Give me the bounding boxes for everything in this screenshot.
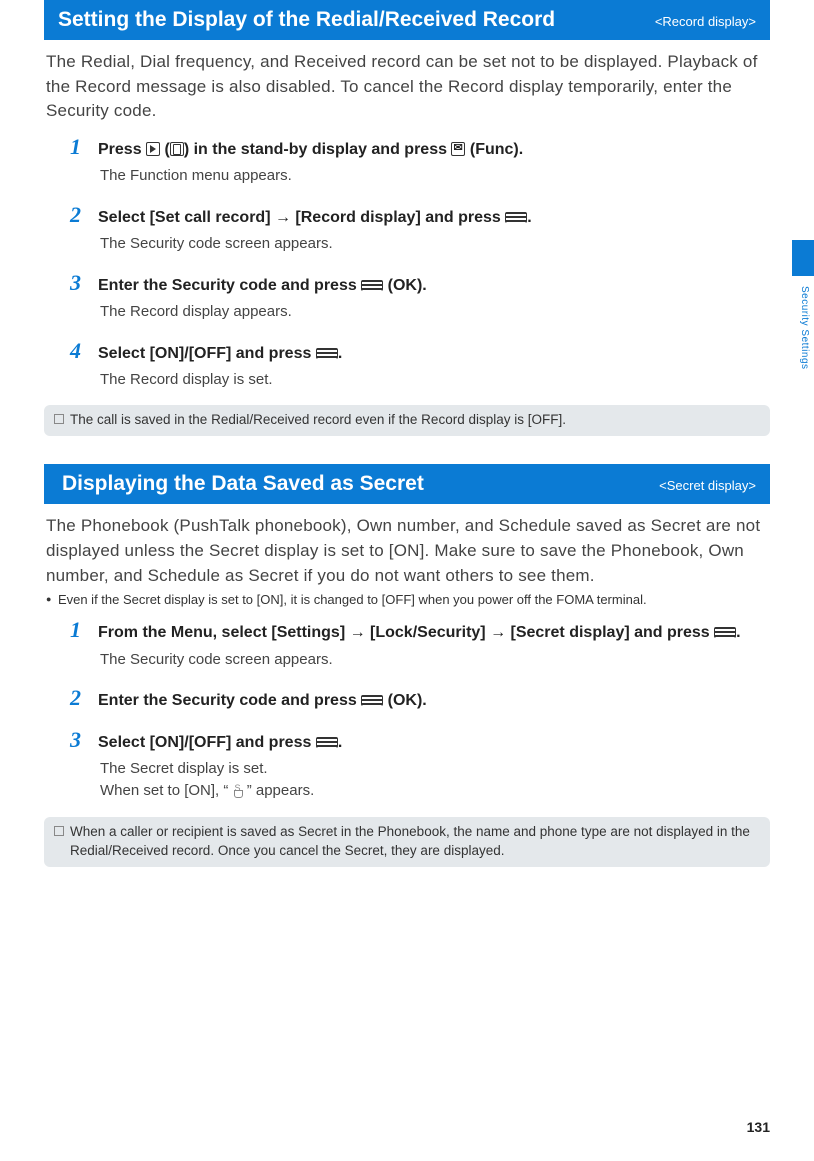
step-title: Enter the Security code and press (OK). <box>98 690 427 712</box>
section1-step3: 3 Enter the Security code and press (OK)… <box>70 270 770 324</box>
menu-key-icon <box>505 212 527 223</box>
step-number: 4 <box>70 338 88 364</box>
step-number: 3 <box>70 270 88 296</box>
step-title: Select [Set call record] → [Record displ… <box>98 207 532 229</box>
step-body: The Security code screen appears. <box>100 649 770 672</box>
menu-key-icon <box>361 695 383 706</box>
step-body: The Record display is set. <box>100 369 770 392</box>
section1-header: Setting the Display of the Redial/Receiv… <box>44 0 770 40</box>
section1-step1: 1 Press () in the stand-by display and p… <box>70 134 770 188</box>
side-thumb-tab <box>792 240 814 276</box>
section2-tag: <Secret display> <box>659 478 756 493</box>
step-number: 1 <box>70 134 88 160</box>
step-title: Select [ON]/[OFF] and press . <box>98 343 342 365</box>
step-title: From the Menu, select [Settings] → [Lock… <box>98 622 741 644</box>
step-number: 3 <box>70 727 88 753</box>
step-body: The Security code screen appears. <box>100 233 770 256</box>
section1-note: The call is saved in the Redial/Received… <box>44 405 770 436</box>
menu-key-icon <box>714 627 736 638</box>
section1-steps: 1 Press () in the stand-by display and p… <box>70 134 770 392</box>
page-number: 131 <box>747 1119 770 1135</box>
side-section-label: Security Settings <box>799 286 810 370</box>
step-number: 1 <box>70 617 88 643</box>
section1-intro: The Redial, Dial frequency, and Received… <box>46 50 768 124</box>
step-body: The Secret display is set. When set to [… <box>100 758 770 803</box>
step-title: Enter the Security code and press (OK). <box>98 275 427 297</box>
step-title: Press () in the stand-by display and pre… <box>98 139 523 161</box>
menu-key-icon <box>316 348 338 359</box>
menu-key-icon <box>316 737 338 748</box>
secret-indicator-icon <box>233 783 243 797</box>
section2-step2: 2 Enter the Security code and press (OK)… <box>70 685 770 712</box>
phone-key-icon <box>170 142 184 156</box>
section1-step4: 4 Select [ON]/[OFF] and press . The Reco… <box>70 338 770 392</box>
right-arrow-key-icon <box>146 142 160 156</box>
step-body: The Record display appears. <box>100 301 770 324</box>
section2-step1: 1 From the Menu, select [Settings] → [Lo… <box>70 617 770 671</box>
section2-steps: 1 From the Menu, select [Settings] → [Lo… <box>70 617 770 803</box>
section1-tag: <Record display> <box>655 14 756 29</box>
step-title: Select [ON]/[OFF] and press . <box>98 732 342 754</box>
step-number: 2 <box>70 202 88 228</box>
section1-title: Setting the Display of the Redial/Receiv… <box>58 8 555 32</box>
mail-key-icon <box>451 142 465 156</box>
section2-title: Displaying the Data Saved as Secret <box>62 472 424 496</box>
step-body: The Function menu appears. <box>100 165 770 188</box>
step-number: 2 <box>70 685 88 711</box>
section2-bullet: Even if the Secret display is set to [ON… <box>46 592 768 607</box>
section2-note: When a caller or recipient is saved as S… <box>44 817 770 867</box>
section2-header: Displaying the Data Saved as Secret <Sec… <box>44 464 770 504</box>
section2-step3: 3 Select [ON]/[OFF] and press . The Secr… <box>70 727 770 803</box>
section2-intro: The Phonebook (PushTalk phonebook), Own … <box>46 514 768 588</box>
page-content: Setting the Display of the Redial/Receiv… <box>0 0 814 867</box>
menu-key-icon <box>361 280 383 291</box>
section1-step2: 2 Select [Set call record] → [Record dis… <box>70 202 770 256</box>
